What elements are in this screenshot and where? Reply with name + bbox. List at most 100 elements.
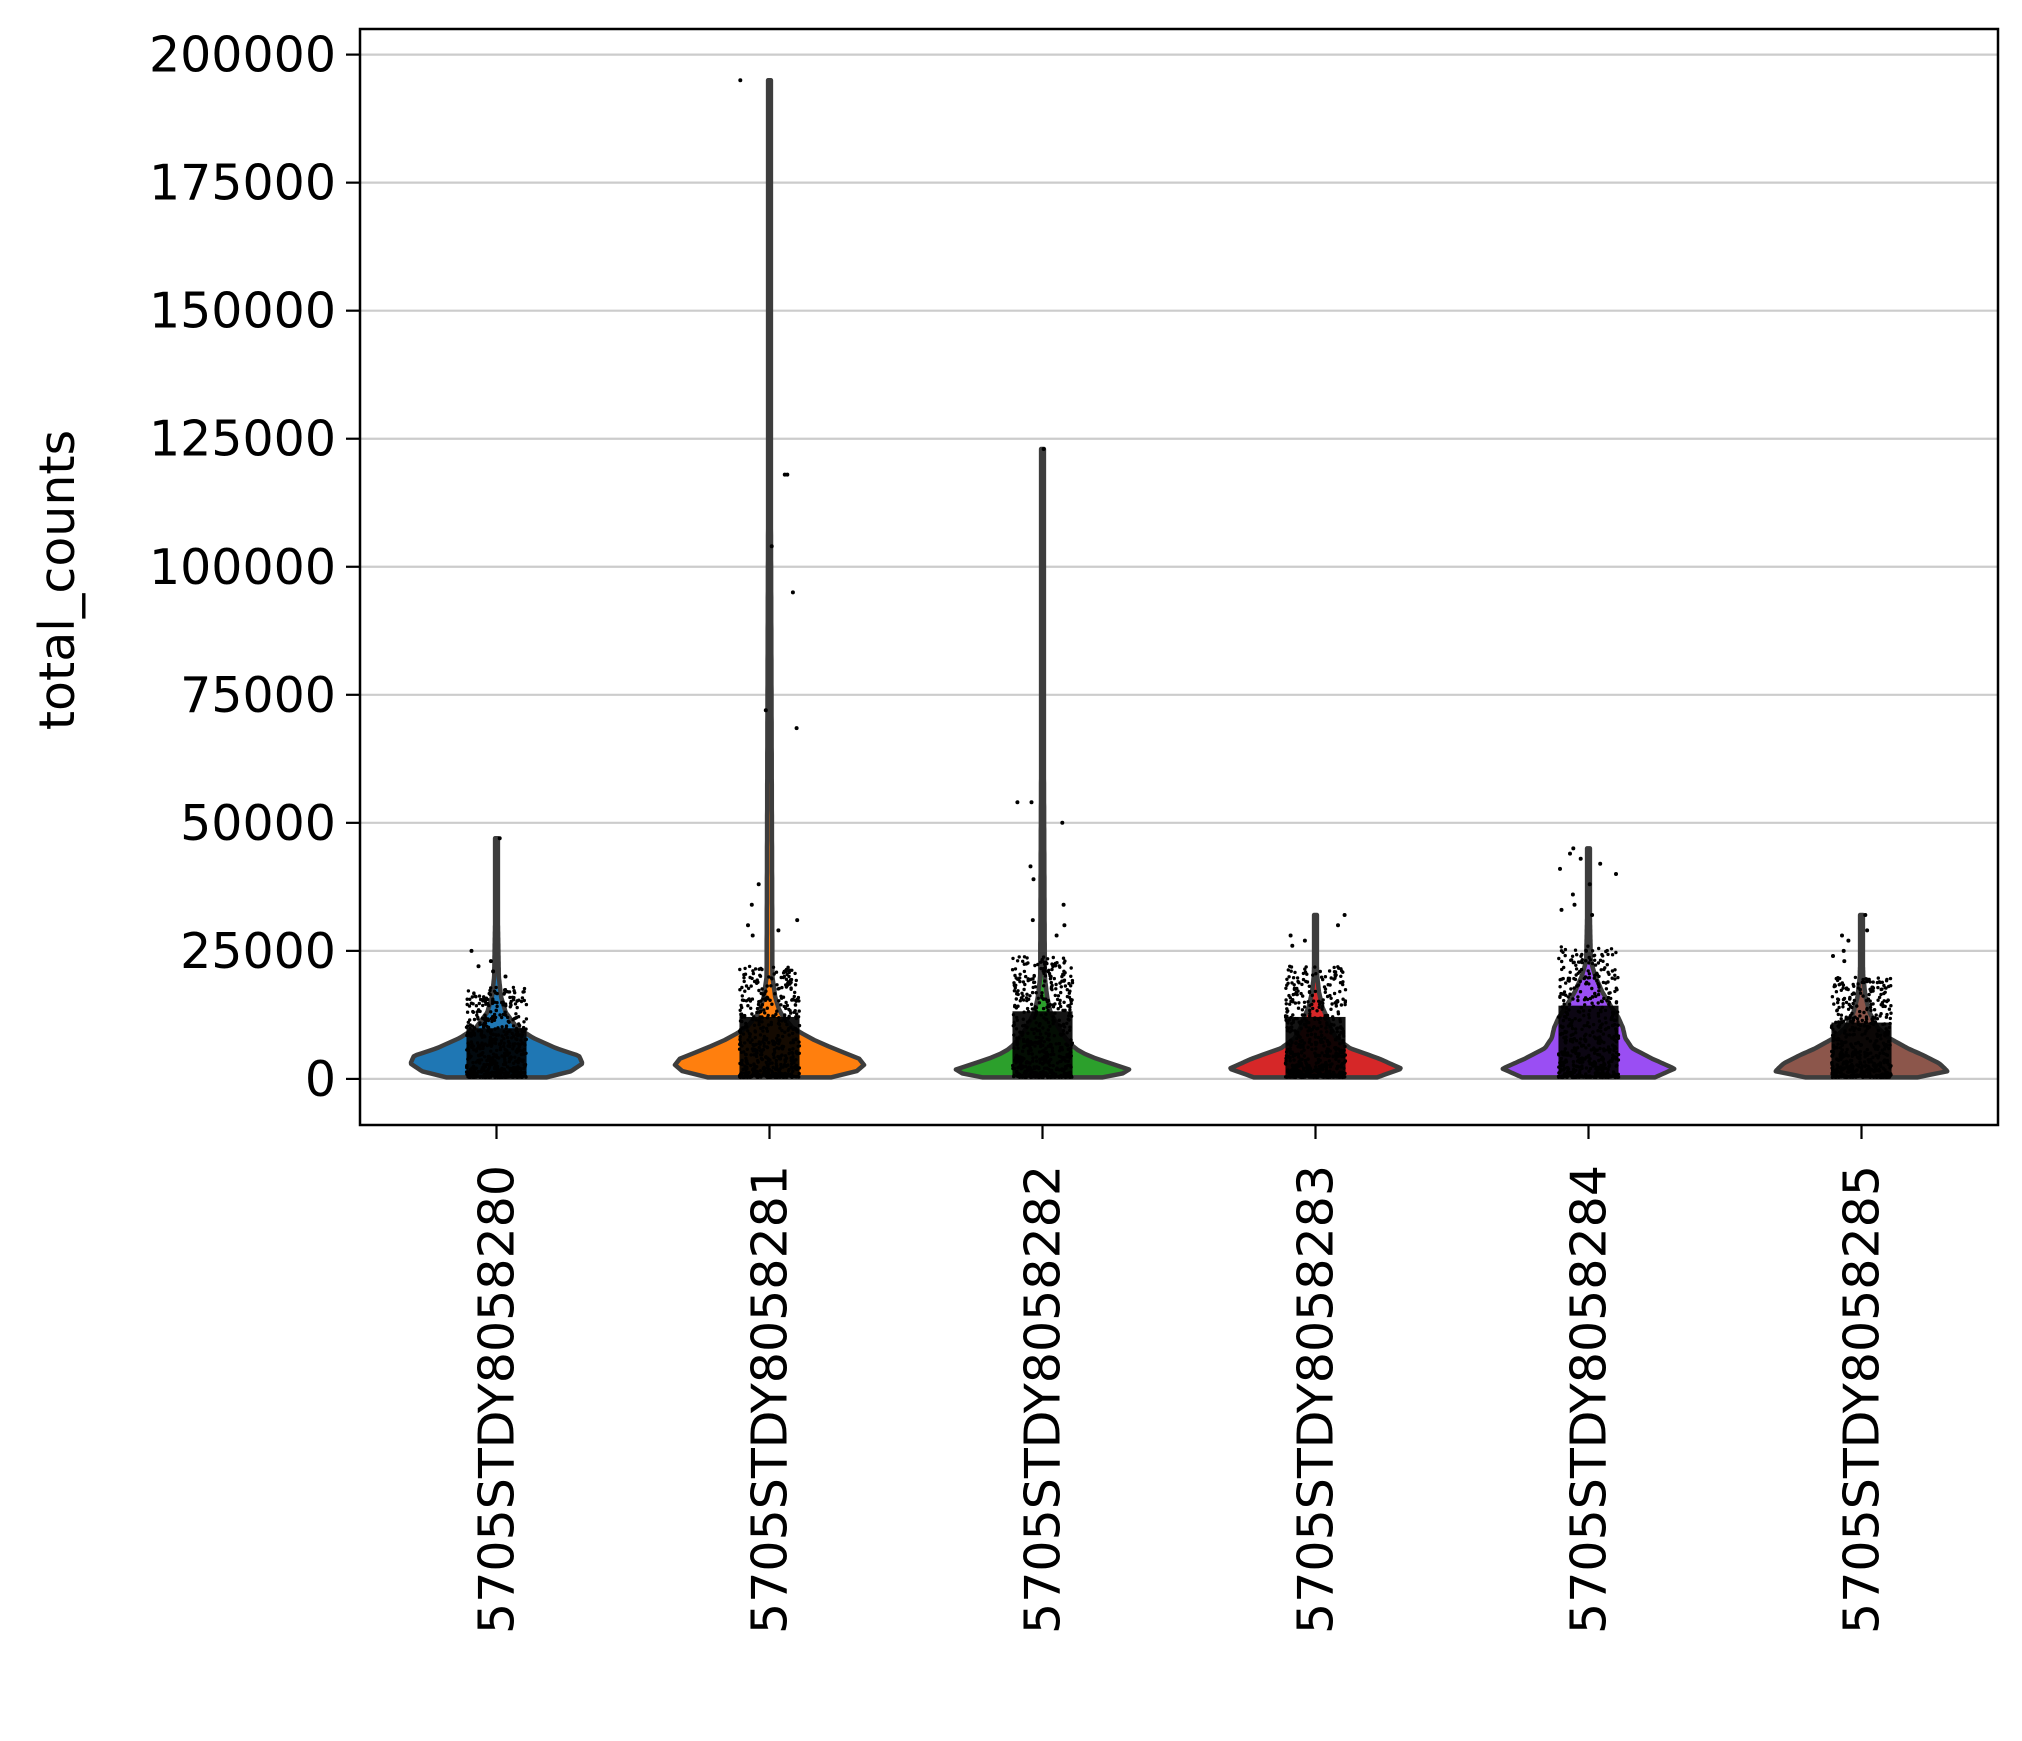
- strip-point: [1834, 990, 1839, 994]
- strip-point: [1603, 966, 1607, 970]
- strip-point: [1041, 997, 1046, 1001]
- strip-point: [1607, 1000, 1612, 1004]
- strip-point: [1575, 953, 1579, 957]
- outlier-point: [794, 726, 799, 731]
- outlier-point: [1559, 907, 1564, 912]
- strip-point: [755, 1006, 760, 1011]
- strip-point: [1867, 977, 1871, 982]
- strip-point: [768, 998, 772, 1002]
- strip-point: [1319, 975, 1324, 979]
- strip-point: [757, 1000, 761, 1004]
- y-tick-label: 200000: [149, 27, 336, 84]
- strip-point: [793, 971, 797, 976]
- outlier-point: [1578, 856, 1583, 861]
- strip-point: [742, 979, 746, 984]
- strip-point: [740, 998, 745, 1002]
- strip-point: [1881, 1004, 1885, 1009]
- strip-point: [1574, 963, 1578, 967]
- strip-point: [769, 984, 773, 988]
- strip-point: [1587, 961, 1591, 965]
- strip-point: [773, 992, 777, 996]
- strip-point: [487, 1003, 491, 1008]
- strip-point: [1856, 982, 1860, 986]
- strip-point: [1604, 987, 1609, 991]
- strip-point: [1056, 994, 1061, 998]
- strip-point: [500, 1000, 504, 1005]
- strip-point: [1844, 1000, 1849, 1005]
- strip-point: [739, 1003, 743, 1008]
- strip-point: [775, 983, 779, 987]
- strip-point: [507, 990, 512, 994]
- strip-point: [1614, 1000, 1619, 1004]
- strip-point: [1590, 961, 1595, 966]
- strip-point: [1571, 997, 1575, 1001]
- strip-point: [1334, 973, 1338, 977]
- strip-point: [1043, 974, 1048, 978]
- strip-point: [1580, 952, 1584, 957]
- strip-point: [1341, 982, 1345, 987]
- strip-point: [1841, 997, 1846, 1002]
- strip-point: [1860, 1018, 1865, 1023]
- strip-point: [1286, 1009, 1290, 1013]
- strip-point: [1317, 1005, 1321, 1009]
- strip-point: [500, 1015, 504, 1020]
- strip-point: [793, 983, 798, 987]
- strip-point: [467, 1004, 472, 1008]
- strip-point: [1318, 969, 1323, 974]
- strip-point: [1876, 976, 1881, 980]
- strip-point: [1291, 1000, 1295, 1004]
- strip-point: [468, 1018, 472, 1022]
- strip-point: [488, 993, 493, 997]
- strip-point: [1862, 1010, 1866, 1015]
- outlier-point: [746, 923, 750, 928]
- strip-point: [1030, 990, 1035, 995]
- strip-point: [515, 999, 519, 1003]
- strip-point: [1308, 1003, 1312, 1008]
- strip-point: [755, 978, 759, 982]
- strip-point: [1036, 996, 1041, 1000]
- strip-point: [508, 1005, 512, 1009]
- gridlines: [360, 53, 1998, 1081]
- strip-point: [1576, 960, 1581, 964]
- strip-point: [1024, 962, 1029, 966]
- strip-point: [1562, 998, 1566, 1003]
- strip-point: [1016, 992, 1020, 997]
- strip-point: [1872, 1008, 1877, 1012]
- strip-point: [1882, 999, 1886, 1003]
- strip-point: [1562, 990, 1567, 994]
- strip-point: [1869, 989, 1873, 993]
- strip-point: [493, 1015, 498, 1019]
- strip-point: [757, 988, 761, 993]
- strip-point: [740, 985, 744, 990]
- strip-point: [1329, 1007, 1333, 1011]
- strip-point: [1850, 992, 1855, 996]
- strip-point: [1343, 988, 1348, 992]
- strip-point: [1284, 998, 1288, 1002]
- strip-point: [1592, 953, 1597, 957]
- strip-point: [750, 1012, 754, 1016]
- strip-point: [1879, 992, 1883, 997]
- strip-point: [763, 1011, 767, 1015]
- strip-point: [489, 1010, 493, 1014]
- strip-point: [517, 1023, 522, 1028]
- strip-point: [1045, 957, 1050, 961]
- strip-point: [1049, 980, 1054, 985]
- outlier-point: [1841, 948, 1846, 953]
- strip-point: [1339, 1003, 1344, 1007]
- strip-point: [1613, 968, 1617, 972]
- strip-point: [1882, 983, 1886, 988]
- strip-point: [1303, 967, 1307, 971]
- outlier-point: [1840, 933, 1844, 938]
- strip-point: [488, 988, 492, 993]
- strip-point: [1865, 1006, 1869, 1011]
- strip-point: [1864, 977, 1868, 981]
- strip-point: [1327, 969, 1332, 973]
- strip-point: [1063, 984, 1068, 988]
- strip-point: [787, 974, 791, 979]
- strip-point: [1858, 1014, 1862, 1018]
- strip-point: [1876, 985, 1880, 990]
- outlier-point: [763, 708, 768, 713]
- strip-point: [795, 1012, 799, 1016]
- y-tick-label: 150000: [149, 283, 336, 340]
- outlier-point: [488, 959, 493, 964]
